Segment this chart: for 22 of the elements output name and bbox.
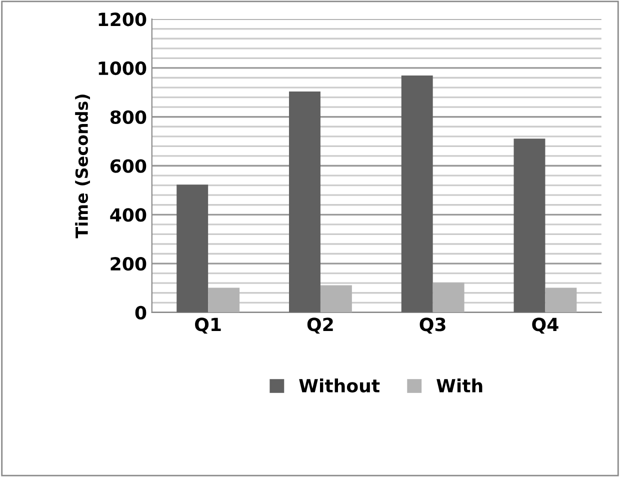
- y-tick-label: 1000: [98, 61, 146, 76]
- y-tick-label: 0: [135, 306, 146, 320]
- y-axis-title: Time (Seconds): [75, 94, 90, 238]
- legend-label: With: [436, 378, 482, 392]
- bar: [320, 285, 352, 312]
- y-tick-label: 400: [110, 208, 146, 222]
- legend-label: Without: [299, 378, 380, 393]
- bar: [176, 184, 208, 312]
- y-tick-label: 800: [110, 110, 146, 124]
- y-tick-label: 1200: [98, 12, 146, 26]
- bar: [432, 282, 464, 312]
- x-tick-label: Q3: [420, 318, 446, 334]
- bar: [514, 138, 546, 312]
- x-tick-label: Q2: [307, 318, 333, 334]
- bar: [289, 91, 320, 312]
- bar: [545, 288, 577, 312]
- bar: [208, 288, 240, 312]
- y-tick-label: 600: [110, 159, 146, 173]
- x-tick-label: Q4: [532, 318, 558, 334]
- bar: [401, 76, 433, 312]
- y-tick-label: 200: [110, 257, 146, 271]
- x-tick-label: Q1: [195, 318, 221, 334]
